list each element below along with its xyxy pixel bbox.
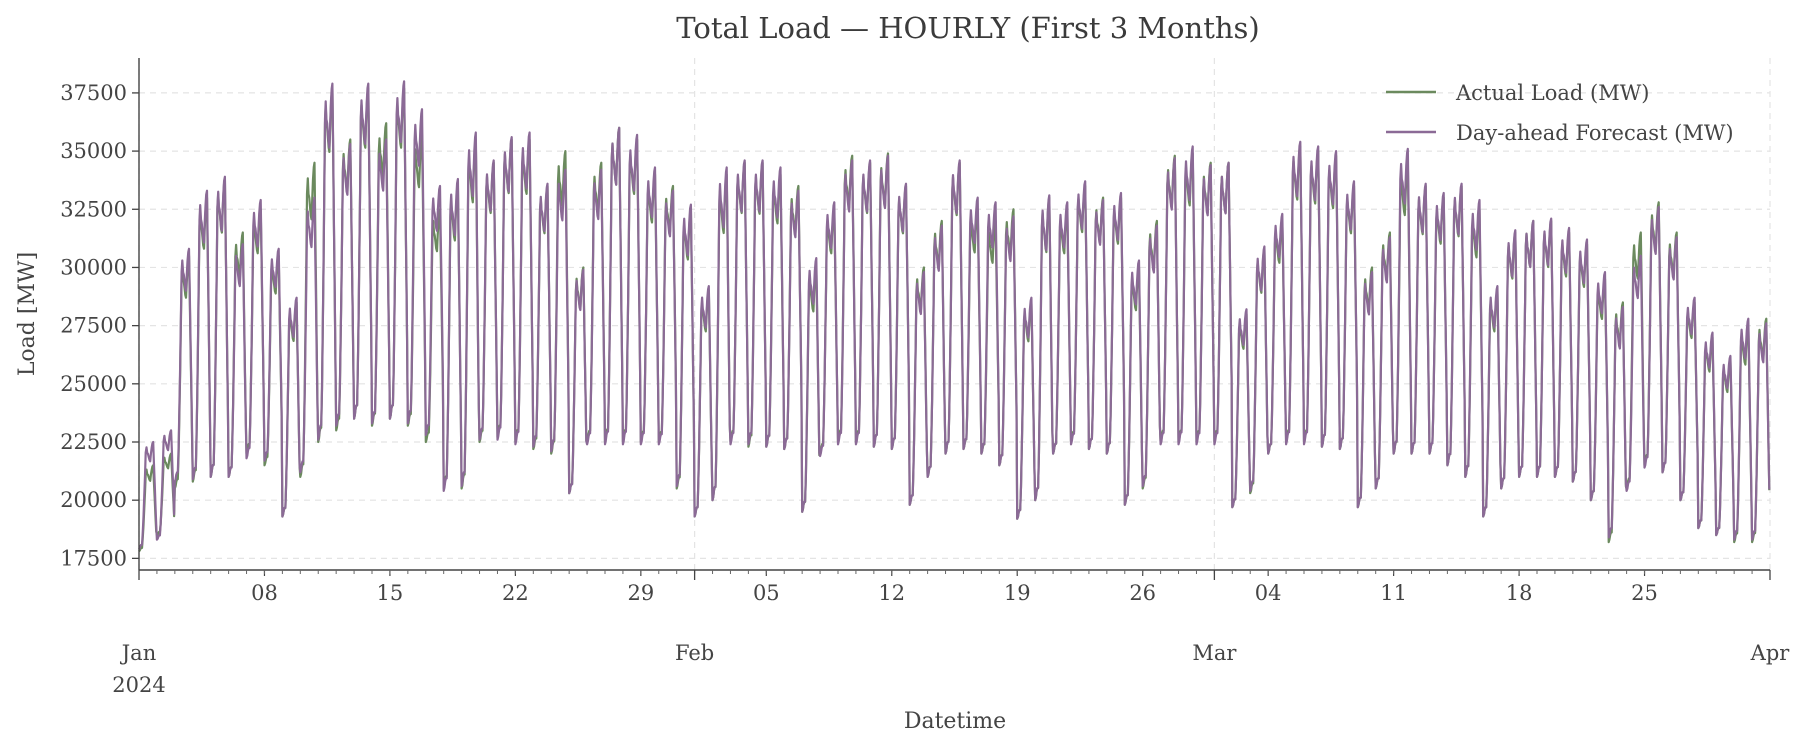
- y-tick-label: 20000: [60, 488, 127, 512]
- x-minor-tick-label: 29: [627, 581, 654, 605]
- x-ticks: 08 15 22 29 05 12 19 26 04 11 18 25 Jan 2024 Feb Mar Apr: [112, 570, 1790, 697]
- y-tick-label: 22500: [60, 430, 127, 454]
- y-ticks: 17500 20000 22500 25000 27500 30000 32500 35000…: [60, 81, 139, 570]
- x-major-tick-label: Jan: [120, 641, 156, 665]
- x-major-tick-label: Mar: [1192, 641, 1237, 665]
- series-layer: [138, 80, 1771, 553]
- legend-label-day-ahead-forecast: Day-ahead Forecast (MW): [1456, 121, 1734, 145]
- x-minor-tick-label: 18: [1506, 581, 1533, 605]
- x-minor-tick-label: 04: [1255, 581, 1282, 605]
- x-axis-label: Datetime: [904, 709, 1006, 734]
- x-major-tick-label: Feb: [675, 641, 714, 665]
- axes-layer: [138, 58, 1770, 571]
- legend-label-actual-load: Actual Load (MW): [1455, 81, 1650, 105]
- x-minor-tick-label: 19: [1004, 581, 1031, 605]
- y-tick-label: 17500: [60, 546, 127, 570]
- x-minor-tick-label: 11: [1380, 581, 1407, 605]
- y-tick-label: 37500: [60, 81, 127, 105]
- x-minor-tick-label: 05: [753, 581, 780, 605]
- x-minor-tick-label: 26: [1129, 581, 1156, 605]
- legend: Actual Load (MW) Day-ahead Forecast (MW): [1386, 81, 1734, 145]
- x-minor-tick-label: 22: [502, 581, 529, 605]
- x-major-tick-label: Apr: [1750, 641, 1791, 665]
- x-minor-tick-label: 25: [1631, 581, 1658, 605]
- y-tick-label: 30000: [60, 255, 127, 279]
- y-axis-label: Load [MW]: [15, 252, 40, 376]
- x-minor-tick-label: 15: [377, 581, 404, 605]
- chart-title: Total Load — HOURLY (First 3 Months): [676, 11, 1259, 45]
- y-tick-label: 27500: [60, 314, 127, 338]
- x-minor-tick-label: 12: [878, 581, 905, 605]
- y-tick-label: 32500: [60, 197, 127, 221]
- y-tick-label: 35000: [60, 139, 127, 163]
- y-tick-label: 25000: [60, 372, 127, 396]
- series-line-day-ahead-forecast: [138, 80, 1771, 550]
- x-minor-tick-label: 08: [251, 581, 278, 605]
- x-major-tick-sublabel: 2024: [112, 673, 165, 697]
